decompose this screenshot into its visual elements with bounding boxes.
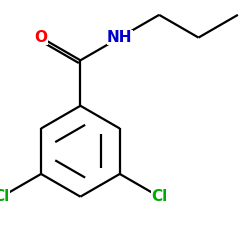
Text: Cl: Cl bbox=[151, 189, 167, 204]
Text: Cl: Cl bbox=[0, 189, 10, 204]
Text: NH: NH bbox=[107, 30, 132, 45]
Text: O: O bbox=[34, 30, 48, 45]
